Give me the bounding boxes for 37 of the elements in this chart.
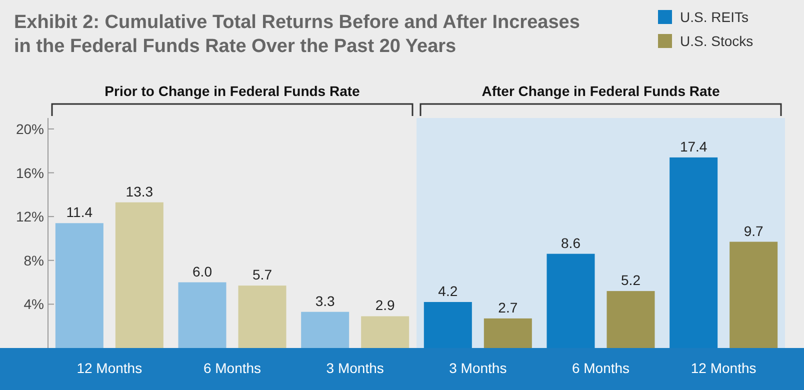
bar: [606, 291, 655, 348]
legend-label: U.S. REITs: [680, 9, 748, 25]
x-tick-label: 6 Months: [572, 360, 630, 376]
bar: [301, 312, 350, 348]
bar: [484, 318, 532, 348]
bar: [55, 223, 104, 348]
data-label: 2.9: [375, 297, 396, 314]
data-label: 8.6: [561, 234, 581, 251]
data-label: 2.7: [498, 299, 518, 316]
text: After Change in Federal Funds Rate: [482, 83, 720, 99]
y-tick-label: 16%: [16, 164, 44, 181]
y-tick-label: 4%: [24, 296, 44, 312]
data-label: 17.4: [680, 138, 708, 154]
bar: [178, 282, 226, 348]
x-tick-label: 12 Months: [690, 360, 756, 376]
data-label: 11.4: [66, 204, 93, 220]
data-label: 6.0: [192, 263, 212, 280]
data-label: 3.3: [315, 292, 336, 309]
chart-title: Exhibit 2: Cumulative Total Returns Before and After Increases in the Federal Funds Rate Over the Past 20 Years: [14, 12, 580, 57]
bar: [361, 316, 410, 348]
x-tick-label: 3 Months: [449, 360, 507, 376]
y-tick-label: 8%: [24, 252, 44, 268]
bar: [730, 242, 778, 348]
data-label: 5.7: [252, 266, 272, 283]
data-label: 5.2: [621, 272, 641, 288]
data-label: 9.7: [744, 222, 764, 239]
y-tick-label: 12%: [16, 208, 44, 225]
x-tick-label: 3 Months: [326, 360, 384, 376]
x-tick-label: 12 Months: [76, 360, 142, 376]
y-tick-label: 20%: [16, 120, 44, 137]
x-tick-label: 6 Months: [203, 360, 262, 376]
data-label: 13.3: [126, 183, 154, 200]
text: Prior to Change in Federal Funds Rate: [104, 83, 360, 99]
legend-label: U.S. Stocks: [680, 33, 754, 49]
bar: [115, 202, 164, 348]
bar: [238, 286, 286, 348]
data-label: 4.2: [438, 283, 458, 299]
